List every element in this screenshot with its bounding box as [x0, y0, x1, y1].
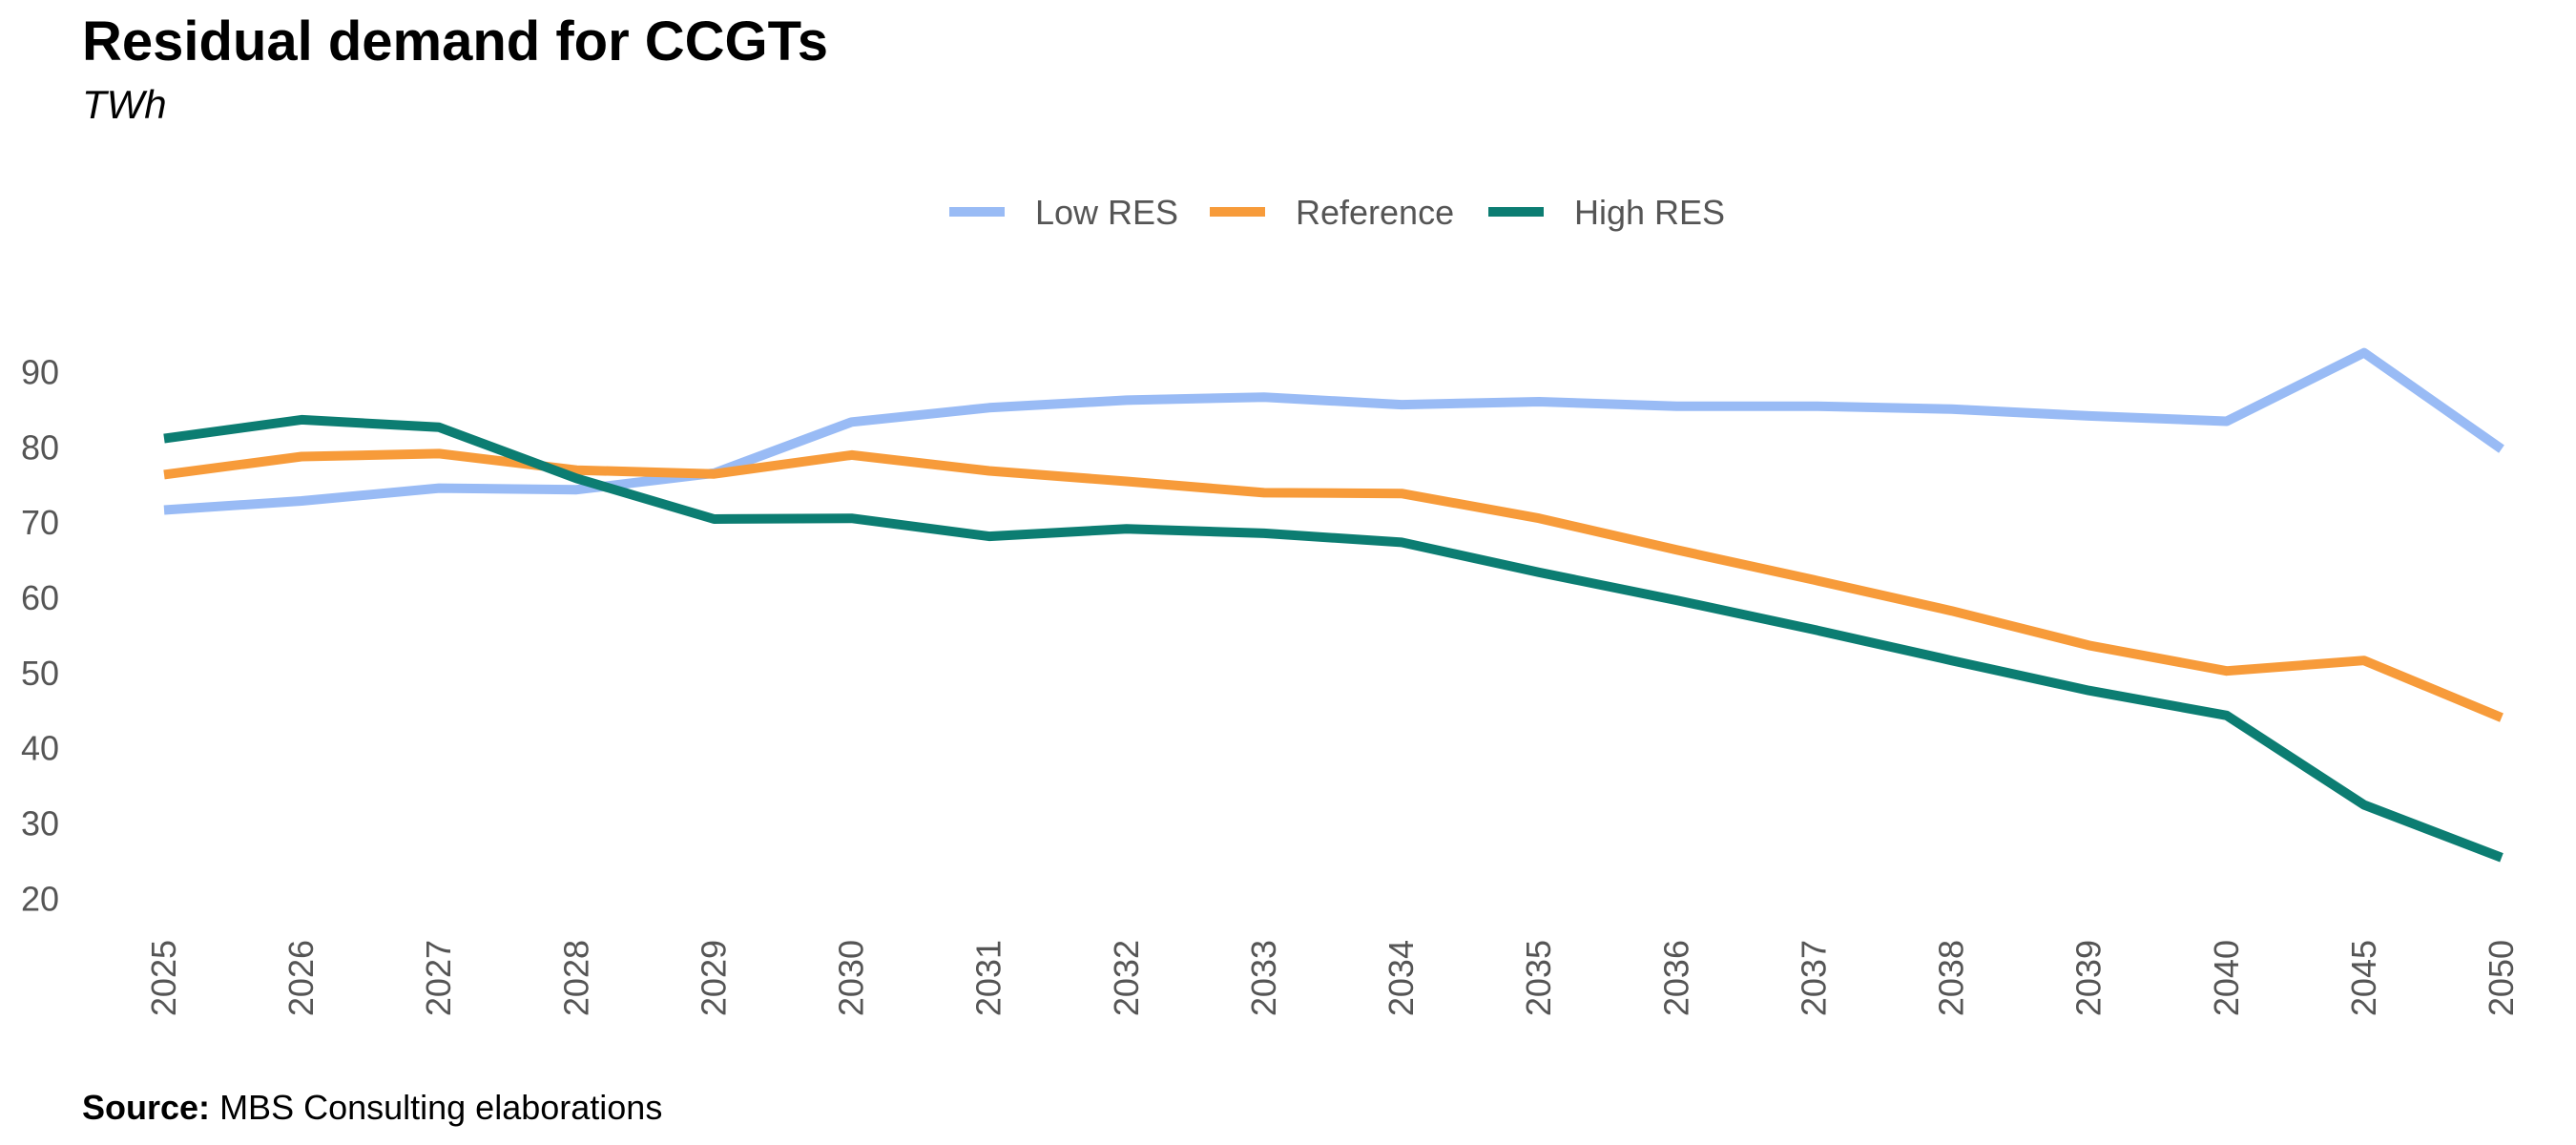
x-tick-label: 2039	[2069, 940, 2109, 1016]
x-tick-label: 2029	[694, 940, 733, 1016]
y-tick-label: 20	[21, 879, 59, 918]
series-line-low-res	[163, 347, 2504, 515]
y-tick-label: 40	[21, 729, 59, 768]
legend-item: Reference	[1210, 193, 1454, 232]
x-tick-label: 2032	[1107, 940, 1146, 1016]
series-line-high-res	[163, 414, 2503, 863]
legend-label: Reference	[1296, 193, 1454, 232]
y-axis: 20 30 40 50 60 70 80 90	[21, 352, 59, 918]
chart-subtitle: TWh	[82, 82, 167, 127]
y-tick-label: 80	[21, 427, 59, 467]
x-tick-label: 2026	[281, 940, 321, 1016]
x-tick-label: 2025	[144, 940, 183, 1016]
y-tick-label: 90	[21, 352, 59, 391]
x-tick-label: 2040	[2207, 940, 2246, 1016]
y-tick-label: 70	[21, 503, 59, 542]
legend: Low RES Reference High RES	[949, 193, 1725, 232]
source-label: Source:	[82, 1088, 211, 1127]
x-tick-label: 2037	[1794, 940, 1833, 1016]
x-tick-label: 2050	[2482, 940, 2521, 1016]
y-tick-label: 60	[21, 578, 59, 617]
legend-label: High RES	[1574, 193, 1725, 232]
x-tick-label: 2030	[832, 940, 871, 1016]
x-tick-label: 2045	[2344, 940, 2383, 1016]
legend-item: High RES	[1488, 193, 1725, 232]
legend-item: Low RES	[949, 193, 1178, 232]
x-axis: 2025 2026 2027 2028 2029 2030 2031 2032 2033 2034…	[144, 940, 2521, 1016]
series-group	[163, 347, 2504, 863]
x-tick-label: 2033	[1244, 940, 1283, 1016]
x-tick-label: 2031	[969, 940, 1008, 1016]
x-tick-label: 2038	[1932, 940, 1971, 1016]
x-tick-label: 2027	[419, 940, 458, 1016]
chart-title: Residual demand for CCGTs	[82, 10, 829, 73]
legend-label: Low RES	[1035, 193, 1178, 232]
x-tick-label: 2035	[1519, 940, 1558, 1016]
y-tick-label: 30	[21, 804, 59, 843]
x-tick-label: 2028	[556, 940, 595, 1016]
source-text: MBS Consulting elaborations	[219, 1088, 663, 1127]
source-note: Source: MBS Consulting elaborations	[82, 1088, 662, 1128]
x-tick-label: 2034	[1381, 940, 1421, 1016]
x-tick-label: 2036	[1656, 940, 1695, 1016]
y-tick-label: 50	[21, 654, 59, 693]
